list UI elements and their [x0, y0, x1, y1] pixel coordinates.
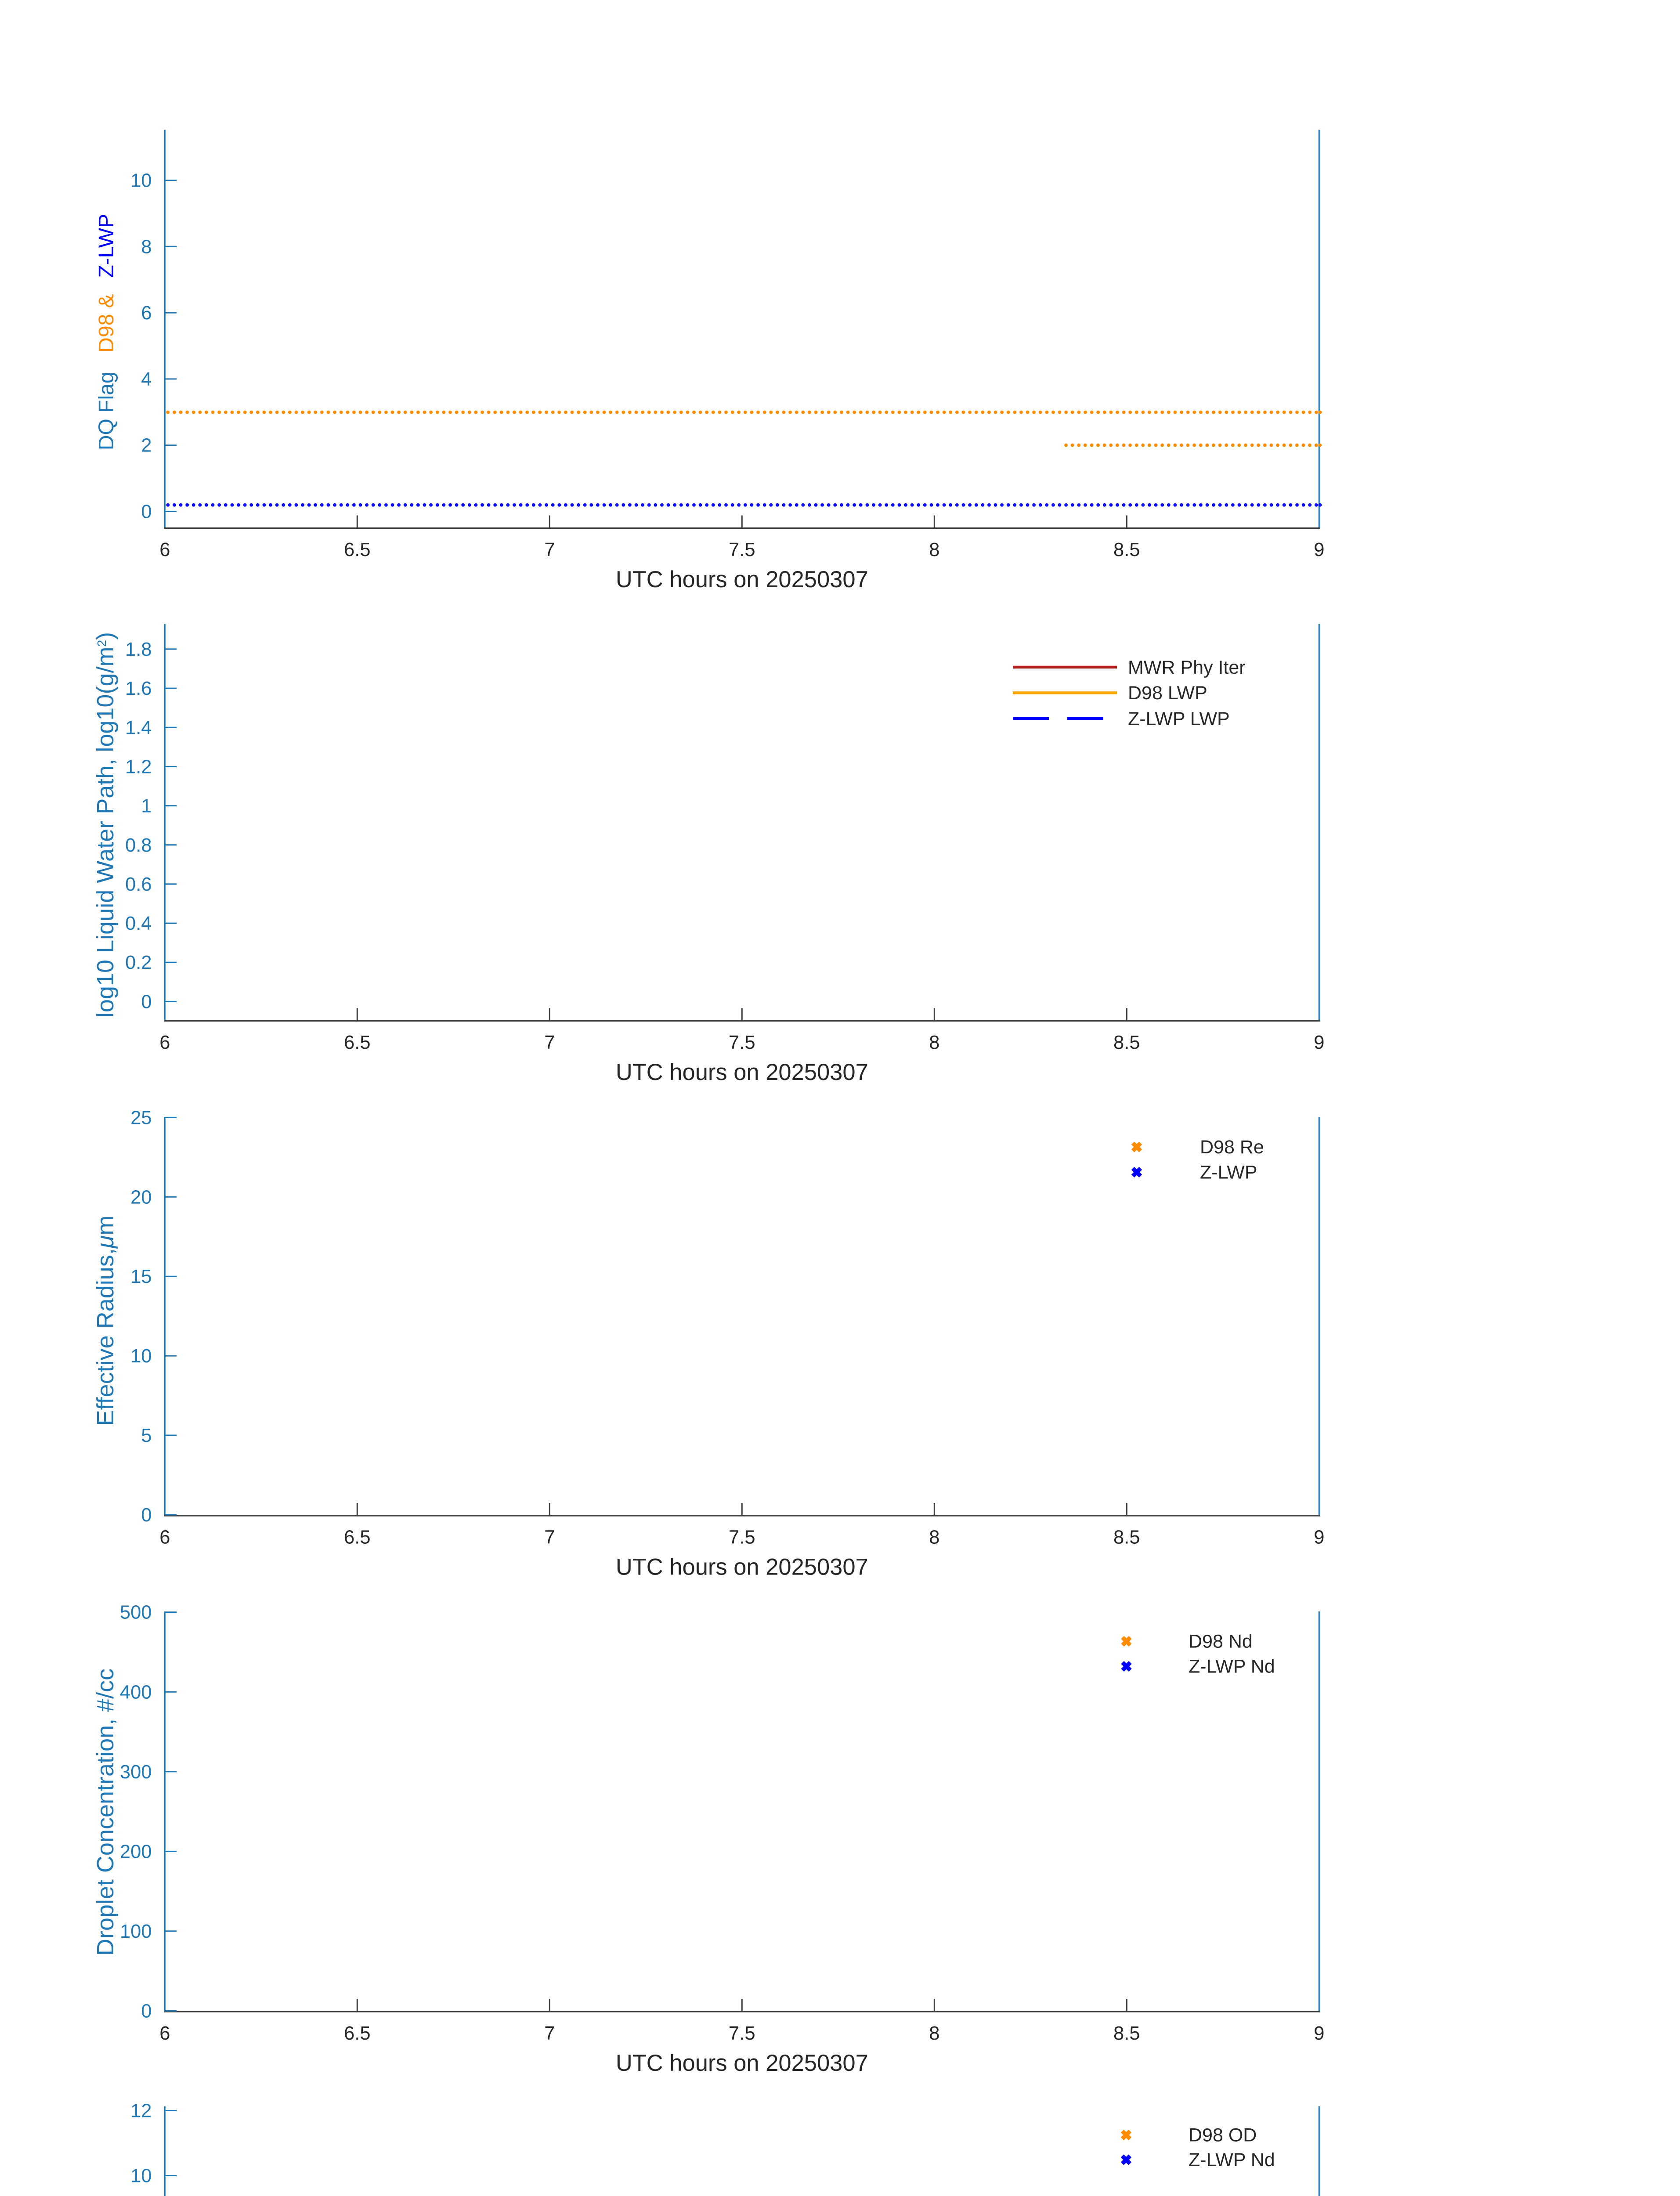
svg-text:1.6: 1.6	[125, 678, 152, 699]
svg-text:8: 8	[929, 1527, 939, 1548]
svg-text:8.5: 8.5	[1113, 1527, 1140, 1548]
svg-text:D98 Re: D98 Re	[1200, 1137, 1264, 1158]
svg-text:6: 6	[141, 303, 152, 324]
svg-text:5: 5	[141, 1425, 152, 1446]
svg-text:7: 7	[544, 1032, 555, 1053]
svg-text:1.4: 1.4	[125, 717, 152, 738]
svg-text:7.5: 7.5	[729, 539, 755, 560]
svg-text:10: 10	[130, 170, 152, 191]
svg-text:4: 4	[141, 369, 152, 390]
svg-text:Z-LWP Nd: Z-LWP Nd	[1189, 1656, 1275, 1677]
svg-text:8: 8	[141, 236, 152, 257]
svg-text:8: 8	[929, 1032, 939, 1053]
svg-text:6.5: 6.5	[344, 1527, 370, 1548]
svg-text:6: 6	[159, 539, 170, 560]
svg-text:8: 8	[929, 539, 939, 560]
svg-text:Z-LWP: Z-LWP	[1200, 1162, 1257, 1183]
svg-text:UTC hours on 20250307: UTC hours on 20250307	[616, 1059, 868, 1085]
svg-text:D98 Nd: D98 Nd	[1189, 1631, 1253, 1652]
svg-text:D98 OD: D98 OD	[1189, 2125, 1257, 2146]
svg-text:UTC hours on 20250307: UTC hours on 20250307	[616, 567, 868, 592]
svg-text:20: 20	[130, 1187, 152, 1208]
svg-text:500: 500	[120, 1602, 152, 1623]
svg-text:8.5: 8.5	[1113, 2023, 1140, 2044]
svg-text:Droplet Concentration, #/cc: Droplet Concentration, #/cc	[92, 1669, 119, 1956]
svg-text:400: 400	[120, 1682, 152, 1703]
svg-text:9: 9	[1314, 1527, 1324, 1548]
svg-text:9: 9	[1314, 2023, 1324, 2044]
svg-text:Effective Radius,μm: Effective Radius,μm	[92, 1216, 119, 1426]
svg-text:200: 200	[120, 1841, 152, 1862]
svg-text:log10 Liquid Water Path, log10: log10 Liquid Water Path, log10(g/m2)	[92, 632, 119, 1018]
svg-text:0.6: 0.6	[125, 874, 152, 895]
svg-text:6: 6	[159, 2023, 170, 2044]
svg-text:1.8: 1.8	[125, 639, 152, 660]
svg-text:D98 LWP: D98 LWP	[1128, 683, 1207, 704]
svg-text:0.8: 0.8	[125, 835, 152, 856]
svg-text:7: 7	[544, 2023, 555, 2044]
svg-text:1: 1	[141, 796, 152, 817]
svg-text:7.5: 7.5	[729, 1527, 755, 1548]
svg-text:UTC hours on 20250307: UTC hours on 20250307	[616, 2050, 868, 2076]
svg-text:MWR Phy Iter: MWR Phy Iter	[1128, 657, 1246, 678]
svg-text:0: 0	[141, 991, 152, 1012]
svg-text:7: 7	[544, 539, 555, 560]
svg-text:7: 7	[544, 1527, 555, 1548]
svg-text:300: 300	[120, 1762, 152, 1783]
svg-text:0: 0	[141, 502, 152, 523]
svg-text:0: 0	[141, 2001, 152, 2022]
svg-text:100: 100	[120, 1921, 152, 1942]
svg-text:DQ Flag D98 & Z-LWP: DQ Flag D98 & Z-LWP	[95, 214, 118, 450]
svg-text:6: 6	[159, 1527, 170, 1548]
svg-text:8: 8	[929, 2023, 939, 2044]
svg-text:25: 25	[130, 1107, 152, 1128]
svg-text:6.5: 6.5	[344, 1032, 370, 1053]
svg-text:10: 10	[130, 1346, 152, 1367]
svg-text:12: 12	[130, 2101, 152, 2122]
svg-text:UTC hours on 20250307: UTC hours on 20250307	[616, 1554, 868, 1580]
svg-text:10: 10	[130, 2166, 152, 2187]
svg-text:8.5: 8.5	[1113, 1032, 1140, 1053]
svg-text:0.4: 0.4	[125, 913, 152, 934]
svg-text:6: 6	[159, 1032, 170, 1053]
svg-text:7.5: 7.5	[729, 2023, 755, 2044]
svg-text:15: 15	[130, 1266, 152, 1287]
svg-text:7.5: 7.5	[729, 1032, 755, 1053]
svg-text:9: 9	[1314, 1032, 1324, 1053]
svg-text:Z-LWP LWP: Z-LWP LWP	[1128, 708, 1230, 730]
svg-text:0.2: 0.2	[125, 952, 152, 973]
svg-text:6.5: 6.5	[344, 2023, 370, 2044]
svg-text:2: 2	[141, 435, 152, 456]
svg-text:8.5: 8.5	[1113, 539, 1140, 560]
svg-text:9: 9	[1314, 539, 1324, 560]
svg-text:0: 0	[141, 1505, 152, 1526]
svg-text:6.5: 6.5	[344, 539, 370, 560]
svg-text:Z-LWP Nd: Z-LWP Nd	[1189, 2149, 1275, 2171]
svg-text:1.2: 1.2	[125, 756, 152, 777]
